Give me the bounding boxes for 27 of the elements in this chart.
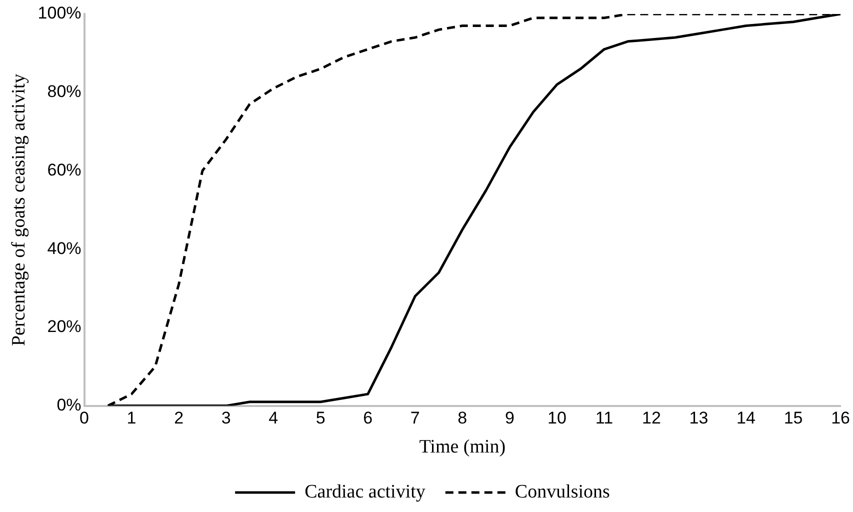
y-tick-label: 100% [38,4,82,23]
x-tick-label: 8 [458,408,468,428]
x-axis-title: Time (min) [419,436,506,458]
x-tick-label: 0 [80,408,90,428]
x-tick-label: 14 [736,408,756,428]
x-tick-label: 6 [363,408,373,428]
x-tick-label: 13 [689,408,708,428]
x-tick-label: 9 [504,408,514,428]
y-tick-label: 80% [47,82,82,102]
x-tick-label: 4 [268,408,278,428]
legend-label: Convulsions [514,481,610,502]
y-tick-label: 40% [47,238,82,258]
x-tick-label: 12 [642,408,661,428]
y-tick-label: 20% [47,317,82,336]
x-tick-label: 5 [316,408,326,428]
y-tick-label: 60% [47,160,82,180]
y-axis-title: Percentage of goats ceasing activity [8,73,30,346]
x-tick-label: 16 [831,408,850,428]
x-tick-label: 7 [410,408,420,428]
x-tick-label: 15 [784,408,803,428]
x-tick-label: 1 [126,408,136,428]
x-tick-label: 10 [547,408,566,428]
x-tick-label: 3 [221,408,231,428]
x-tick-label: 2 [174,408,184,428]
y-tick-label: 0% [56,395,82,414]
legend-label: Cardiac activity [304,481,426,502]
x-tick-label: 11 [595,408,614,428]
